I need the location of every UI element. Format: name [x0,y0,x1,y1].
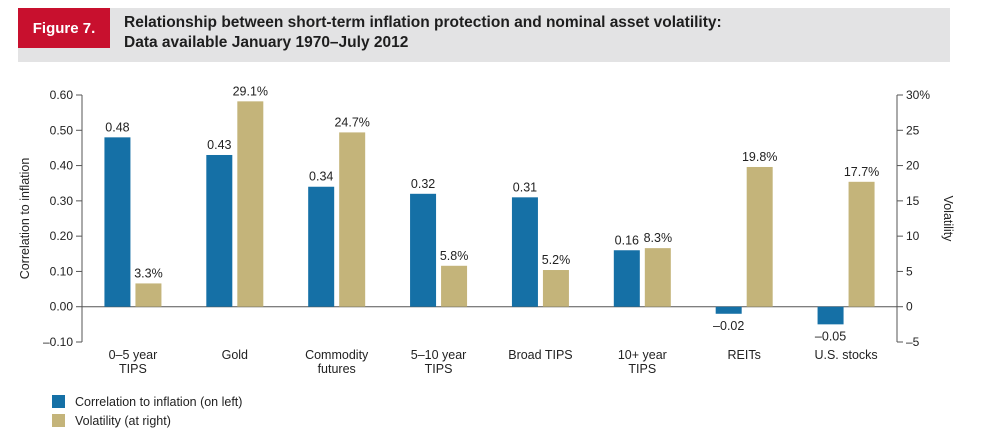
right-axis-tick-label: –5 [906,335,920,349]
left-axis-tick-label: 0.30 [50,194,74,208]
bar-correlation [410,193,437,307]
data-label-volatility: 24.7% [334,115,369,129]
right-axis-title: Volatility [941,196,955,243]
chart-title-line-1: Relationship between short-term inflatio… [124,14,722,31]
bar-correlation [613,250,640,307]
bar-correlation [511,197,538,307]
bar-volatility [135,283,162,307]
category-label: 10+ year [618,348,667,362]
data-label-correlation: 0.43 [207,138,231,152]
data-label-correlation: 0.34 [309,170,333,184]
data-label-correlation: 0.16 [615,233,639,247]
data-label-volatility: 3.3% [134,266,163,280]
category-label: 0–5 year [109,348,158,362]
bar-correlation [104,137,131,307]
chart-title: Relationship between short-term inflatio… [124,13,722,53]
bar-volatility [644,248,671,307]
legend-label-correlation: Correlation to inflation (on left) [75,394,243,409]
category-label: TIPS [425,362,453,376]
legend-label-volatility: Volatility (at right) [75,413,171,428]
data-label-correlation: 0.32 [411,177,435,191]
left-axis-tick-label: 0.10 [50,264,74,278]
legend-swatch-correlation [52,395,65,408]
data-label-volatility: 29.1% [233,84,268,98]
left-axis-tick-label: 0.50 [50,123,74,137]
data-label-correlation: 0.31 [513,180,537,194]
data-label-volatility: 17.7% [844,165,879,179]
data-label-volatility: 8.3% [644,231,673,245]
bar-correlation [308,186,335,307]
category-label: TIPS [119,362,147,376]
right-axis-tick-label: 20 [906,159,920,173]
left-axis-tick-label: 0.60 [50,88,74,102]
category-label: TIPS [628,362,656,376]
bar-volatility [339,132,366,307]
chart-title-line-2: Data available January 1970–July 2012 [124,34,409,51]
left-axis-title: Correlation to inflation [18,158,32,280]
left-axis-tick-label: 0.40 [50,159,74,173]
category-label: futures [318,362,356,376]
data-label-correlation: –0.02 [713,319,744,333]
legend: Correlation to inflation (on left) Volat… [52,392,242,430]
data-label-correlation: 0.48 [105,120,129,134]
legend-item-volatility: Volatility (at right) [52,411,242,430]
bar-volatility [746,166,773,307]
category-label: REITs [728,348,761,362]
bar-volatility [441,265,468,307]
category-label: 5–10 year [411,348,467,362]
data-label-volatility: 19.8% [742,150,777,164]
legend-item-correlation: Correlation to inflation (on left) [52,392,242,411]
category-label: Gold [222,348,248,362]
bar-correlation [715,306,742,314]
bar-volatility [237,101,264,307]
legend-swatch-volatility [52,414,65,427]
category-label: Broad TIPS [508,348,572,362]
figure-label: Figure 7. [18,8,110,48]
bar-correlation [206,154,233,307]
left-axis-tick-label: –0.10 [43,335,73,349]
right-axis-tick-label: 0 [906,300,913,314]
right-axis-tick-label: 15 [906,194,920,208]
right-axis-tick-label: 10 [906,229,920,243]
left-axis-tick-label: 0.20 [50,229,74,243]
category-label: Commodity [305,348,369,362]
right-axis-tick-label: 30% [906,88,930,102]
data-label-volatility: 5.2% [542,253,571,267]
right-axis-tick-label: 25 [906,123,920,137]
bar-volatility [542,270,569,307]
figure-header [18,8,950,62]
bar-volatility [848,181,875,307]
data-label-volatility: 5.8% [440,249,469,263]
category-label: U.S. stocks [814,348,877,362]
right-axis-tick-label: 5 [906,264,913,278]
data-label-correlation: –0.05 [815,329,846,343]
left-axis-tick-label: 0.00 [50,300,74,314]
bar-correlation [817,306,844,325]
